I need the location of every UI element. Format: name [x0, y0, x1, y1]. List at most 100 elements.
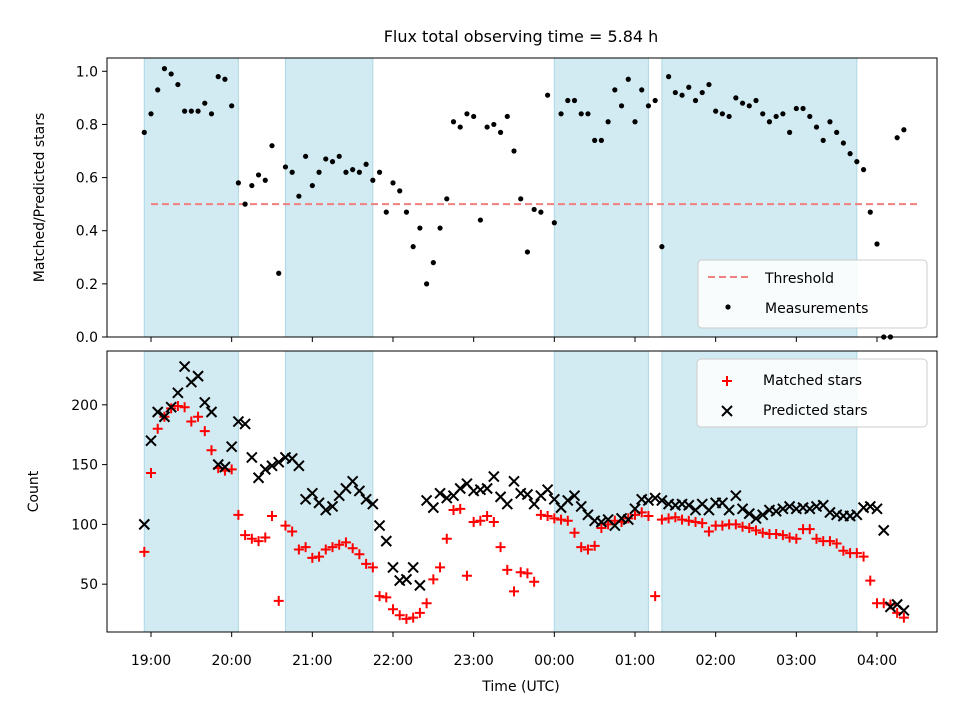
legend-box	[697, 259, 928, 329]
predicted-star-point	[656, 494, 668, 507]
matched-star-point	[529, 576, 540, 587]
measurement-point	[739, 100, 746, 106]
matched-star-point	[569, 527, 580, 538]
predicted-star-point	[293, 460, 305, 472]
x-tick-label: 03:00	[776, 653, 816, 669]
measurement-point	[376, 169, 383, 175]
matched-star-point	[152, 423, 163, 434]
matched-star-point	[139, 546, 150, 557]
matched-star-point	[562, 515, 573, 526]
predicted-star-point	[757, 509, 769, 521]
top-legend: Threshold Measurements	[697, 259, 928, 329]
predicted-star-point	[387, 561, 399, 574]
predicted-star-point	[898, 604, 910, 617]
matched-star-point	[515, 567, 526, 578]
measurement-point	[484, 124, 490, 130]
x-axis-label: Time (UTC)	[481, 679, 559, 695]
measurement-point	[565, 97, 571, 104]
measurement-point	[229, 103, 235, 109]
matched-star-point	[898, 612, 909, 623]
bottom-axes: 50 100 150 200 19:00 20:00 21:00 22:00 23:00 00:…	[26, 350, 938, 695]
matched-star-point	[334, 539, 345, 550]
legend-box	[696, 358, 928, 428]
matched-star-point	[650, 591, 661, 602]
measurement-point	[282, 164, 289, 170]
predicted-star-point	[192, 370, 204, 382]
predicted-star-point	[266, 460, 278, 472]
matched-star-point	[240, 530, 251, 541]
ratio-points	[141, 66, 907, 340]
matched-star-point	[186, 416, 197, 427]
matched-star-point	[408, 612, 419, 623]
matched-star-point	[388, 604, 398, 615]
matched-star-point	[340, 537, 351, 548]
predicted-star-point	[824, 506, 836, 519]
matched-star-point	[354, 549, 365, 560]
matched-star-point	[381, 592, 392, 603]
measurement-point	[545, 92, 551, 98]
measurement-point	[491, 121, 497, 128]
predicted-star-point	[232, 415, 245, 428]
chart-title: Flux total observing time = 5.84 h	[384, 27, 659, 46]
matched-star-point	[374, 591, 385, 602]
predicted-star-point	[346, 475, 359, 488]
measurement-point	[383, 209, 389, 215]
y-tick-label: 1.0	[76, 64, 98, 80]
matched-star-point	[448, 505, 459, 516]
matched-star-point	[367, 562, 378, 573]
measurement-point	[350, 167, 356, 173]
matched-star-point	[193, 411, 204, 422]
matched-star-point	[542, 511, 553, 522]
matched-star-point	[233, 509, 244, 520]
measurement-point	[390, 180, 396, 186]
predicted-star-point	[622, 513, 634, 526]
y-tick-label: 0.2	[76, 277, 98, 293]
predicted-star-point	[884, 601, 897, 613]
measurement-point	[612, 87, 618, 93]
x-tick-label: 23:00	[453, 653, 493, 669]
predicted-star-point	[145, 434, 157, 447]
legend-matched-label: Matched stars	[763, 373, 862, 389]
matched-star-point	[260, 532, 271, 543]
predicted-star-point	[568, 489, 581, 502]
measurement-point	[524, 249, 531, 255]
measurement-point	[746, 103, 752, 109]
predicted-star-point	[353, 485, 366, 497]
predicted-star-point	[683, 499, 695, 511]
predicted-star-point	[736, 503, 749, 515]
measurement-point	[692, 97, 699, 104]
measurement-point	[807, 113, 813, 120]
predicted-star-point	[199, 396, 211, 409]
x-tick-label: 01:00	[615, 653, 655, 669]
matched-star-point	[246, 533, 257, 544]
measurement-point	[497, 129, 504, 135]
measurement-point	[269, 143, 275, 149]
predicted-star-point	[878, 524, 890, 537]
top-axes-frame	[106, 57, 938, 338]
matched-star-point	[414, 607, 425, 618]
measurement-point	[303, 153, 309, 159]
matched-star-point	[737, 521, 748, 532]
legend-matched-swatch	[722, 376, 732, 386]
measurement-point	[706, 81, 712, 88]
measurement-point	[410, 244, 416, 250]
predicted-star-point	[723, 504, 735, 516]
top-x-ticks	[150, 337, 878, 342]
measurement-point	[208, 111, 215, 117]
matched-star-point	[267, 511, 277, 522]
matched-star-point	[320, 544, 331, 555]
x-tick-label: 21:00	[292, 653, 332, 669]
predicted-star-point	[205, 406, 218, 418]
measurement-point	[686, 84, 692, 90]
matched-star-point	[509, 586, 519, 597]
axes-frame	[106, 57, 938, 338]
predicted-star-point	[225, 440, 238, 453]
matched-star-point	[206, 445, 217, 456]
predicted-star-point	[273, 456, 285, 468]
predicted-star-point	[152, 406, 164, 418]
matched-star-point	[172, 401, 183, 412]
predicted-star-point	[642, 494, 655, 507]
matched-star-point	[455, 503, 466, 514]
matched-star-point	[461, 570, 472, 581]
predicted-star-point	[501, 498, 513, 510]
